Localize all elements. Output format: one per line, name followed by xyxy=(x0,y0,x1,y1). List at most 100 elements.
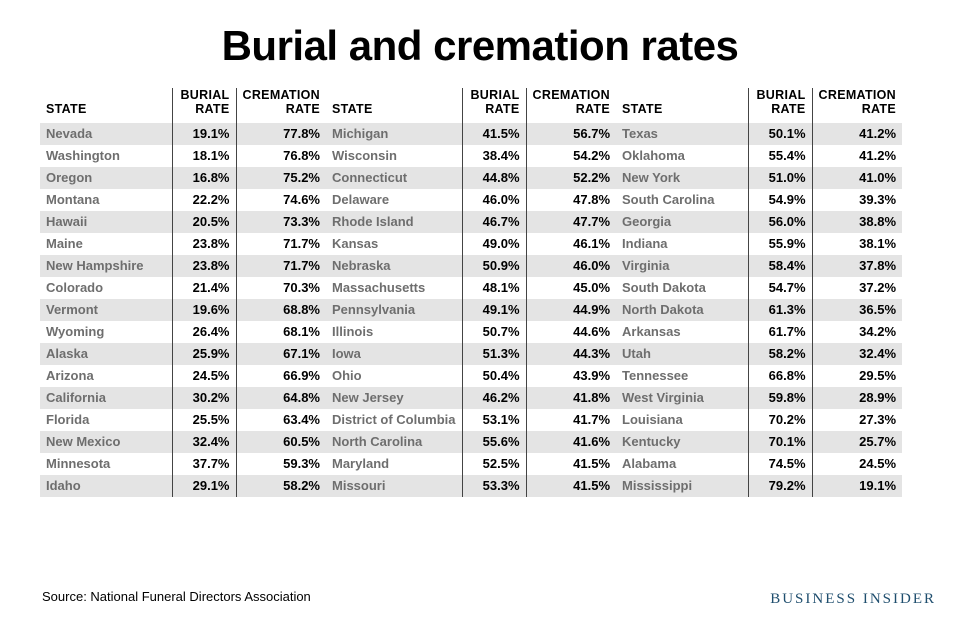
state-name: California xyxy=(40,387,172,409)
state-name: Arizona xyxy=(40,365,172,387)
burial-rate: 51.0% xyxy=(748,167,812,189)
cremation-rate: 73.3% xyxy=(236,211,326,233)
burial-rate: 53.3% xyxy=(462,475,526,497)
burial-rate: 79.2% xyxy=(748,475,812,497)
cremation-rate: 44.6% xyxy=(526,321,616,343)
cremation-rate: 28.9% xyxy=(812,387,902,409)
burial-rate: 38.4% xyxy=(462,145,526,167)
cremation-rate: 47.8% xyxy=(526,189,616,211)
state-name: Wisconsin xyxy=(326,145,462,167)
state-name: New Mexico xyxy=(40,431,172,453)
state-name: Missouri xyxy=(326,475,462,497)
state-name: Michigan xyxy=(326,123,462,145)
burial-rate: 50.9% xyxy=(462,255,526,277)
state-name: Tennessee xyxy=(616,365,748,387)
cremation-rate: 39.3% xyxy=(812,189,902,211)
burial-rate: 25.9% xyxy=(172,343,236,365)
burial-rate: 61.7% xyxy=(748,321,812,343)
burial-rate: 32.4% xyxy=(172,431,236,453)
cremation-rate: 70.3% xyxy=(236,277,326,299)
state-name: Connecticut xyxy=(326,167,462,189)
table-row: Nebraska50.9%46.0% xyxy=(326,255,616,277)
burial-rate: 70.2% xyxy=(748,409,812,431)
state-name: New York xyxy=(616,167,748,189)
infographic-container: Burial and cremation rates StateBurialRa… xyxy=(0,0,960,497)
burial-rate: 61.3% xyxy=(748,299,812,321)
table-row: Indiana55.9%38.1% xyxy=(616,233,902,255)
state-name: Alaska xyxy=(40,343,172,365)
burial-rate: 51.3% xyxy=(462,343,526,365)
table-row: Montana22.2%74.6% xyxy=(40,189,326,211)
header-state: State xyxy=(40,88,172,123)
table-row: North Dakota61.3%36.5% xyxy=(616,299,902,321)
table-row: Massachusetts48.1%45.0% xyxy=(326,277,616,299)
state-name: Iowa xyxy=(326,343,462,365)
burial-rate: 66.8% xyxy=(748,365,812,387)
state-name: Florida xyxy=(40,409,172,431)
burial-rate: 54.9% xyxy=(748,189,812,211)
table-row: Nevada19.1%77.8% xyxy=(40,123,326,145)
state-name: New Hampshire xyxy=(40,255,172,277)
state-name: Montana xyxy=(40,189,172,211)
state-name: South Dakota xyxy=(616,277,748,299)
cremation-rate: 47.7% xyxy=(526,211,616,233)
table-row: Alabama74.5%24.5% xyxy=(616,453,902,475)
burial-rate: 41.5% xyxy=(462,123,526,145)
table-row: Missouri53.3%41.5% xyxy=(326,475,616,497)
cremation-rate: 24.5% xyxy=(812,453,902,475)
table-row: Mississippi79.2%19.1% xyxy=(616,475,902,497)
burial-rate: 55.9% xyxy=(748,233,812,255)
table-row: Maryland52.5%41.5% xyxy=(326,453,616,475)
table-row: Kentucky70.1%25.7% xyxy=(616,431,902,453)
cremation-rate: 54.2% xyxy=(526,145,616,167)
state-name: Nevada xyxy=(40,123,172,145)
burial-rate: 49.0% xyxy=(462,233,526,255)
table-row: Georgia56.0%38.8% xyxy=(616,211,902,233)
cremation-rate: 56.7% xyxy=(526,123,616,145)
header-state: State xyxy=(616,88,748,123)
state-name: North Dakota xyxy=(616,299,748,321)
burial-rate: 26.4% xyxy=(172,321,236,343)
cremation-rate: 32.4% xyxy=(812,343,902,365)
cremation-rate: 27.3% xyxy=(812,409,902,431)
cremation-rate: 37.8% xyxy=(812,255,902,277)
rates-table-panel: StateBurialRateCremationRateTexas50.1%41… xyxy=(616,88,902,497)
burial-rate: 58.4% xyxy=(748,255,812,277)
cremation-rate: 19.1% xyxy=(812,475,902,497)
table-row: Florida25.5%63.4% xyxy=(40,409,326,431)
table-row: Washington18.1%76.8% xyxy=(40,145,326,167)
table-row: Ohio50.4%43.9% xyxy=(326,365,616,387)
table-row: North Carolina55.6%41.6% xyxy=(326,431,616,453)
cremation-rate: 44.9% xyxy=(526,299,616,321)
state-name: Alabama xyxy=(616,453,748,475)
cremation-rate: 63.4% xyxy=(236,409,326,431)
cremation-rate: 41.7% xyxy=(526,409,616,431)
state-name: Virginia xyxy=(616,255,748,277)
burial-rate: 54.7% xyxy=(748,277,812,299)
burial-rate: 37.7% xyxy=(172,453,236,475)
cremation-rate: 45.0% xyxy=(526,277,616,299)
cremation-rate: 46.1% xyxy=(526,233,616,255)
cremation-rate: 41.6% xyxy=(526,431,616,453)
table-row: Delaware46.0%47.8% xyxy=(326,189,616,211)
burial-rate: 19.1% xyxy=(172,123,236,145)
state-name: Utah xyxy=(616,343,748,365)
state-name: Maryland xyxy=(326,453,462,475)
burial-rate: 56.0% xyxy=(748,211,812,233)
rates-table-panel: StateBurialRateCremationRateNevada19.1%7… xyxy=(40,88,326,497)
cremation-rate: 58.2% xyxy=(236,475,326,497)
burial-rate: 48.1% xyxy=(462,277,526,299)
brand-logo: Business Insider xyxy=(770,591,936,608)
table-panels: StateBurialRateCremationRateNevada19.1%7… xyxy=(40,88,920,497)
state-name: Rhode Island xyxy=(326,211,462,233)
table-row: Vermont19.6%68.8% xyxy=(40,299,326,321)
state-name: Louisiana xyxy=(616,409,748,431)
state-name: Arkansas xyxy=(616,321,748,343)
rates-table-panel: StateBurialRateCremationRateMichigan41.5… xyxy=(326,88,616,497)
table-row: Oregon16.8%75.2% xyxy=(40,167,326,189)
header-cremation-rate: CremationRate xyxy=(812,88,902,123)
state-name: Kentucky xyxy=(616,431,748,453)
burial-rate: 46.2% xyxy=(462,387,526,409)
cremation-rate: 76.8% xyxy=(236,145,326,167)
burial-rate: 25.5% xyxy=(172,409,236,431)
